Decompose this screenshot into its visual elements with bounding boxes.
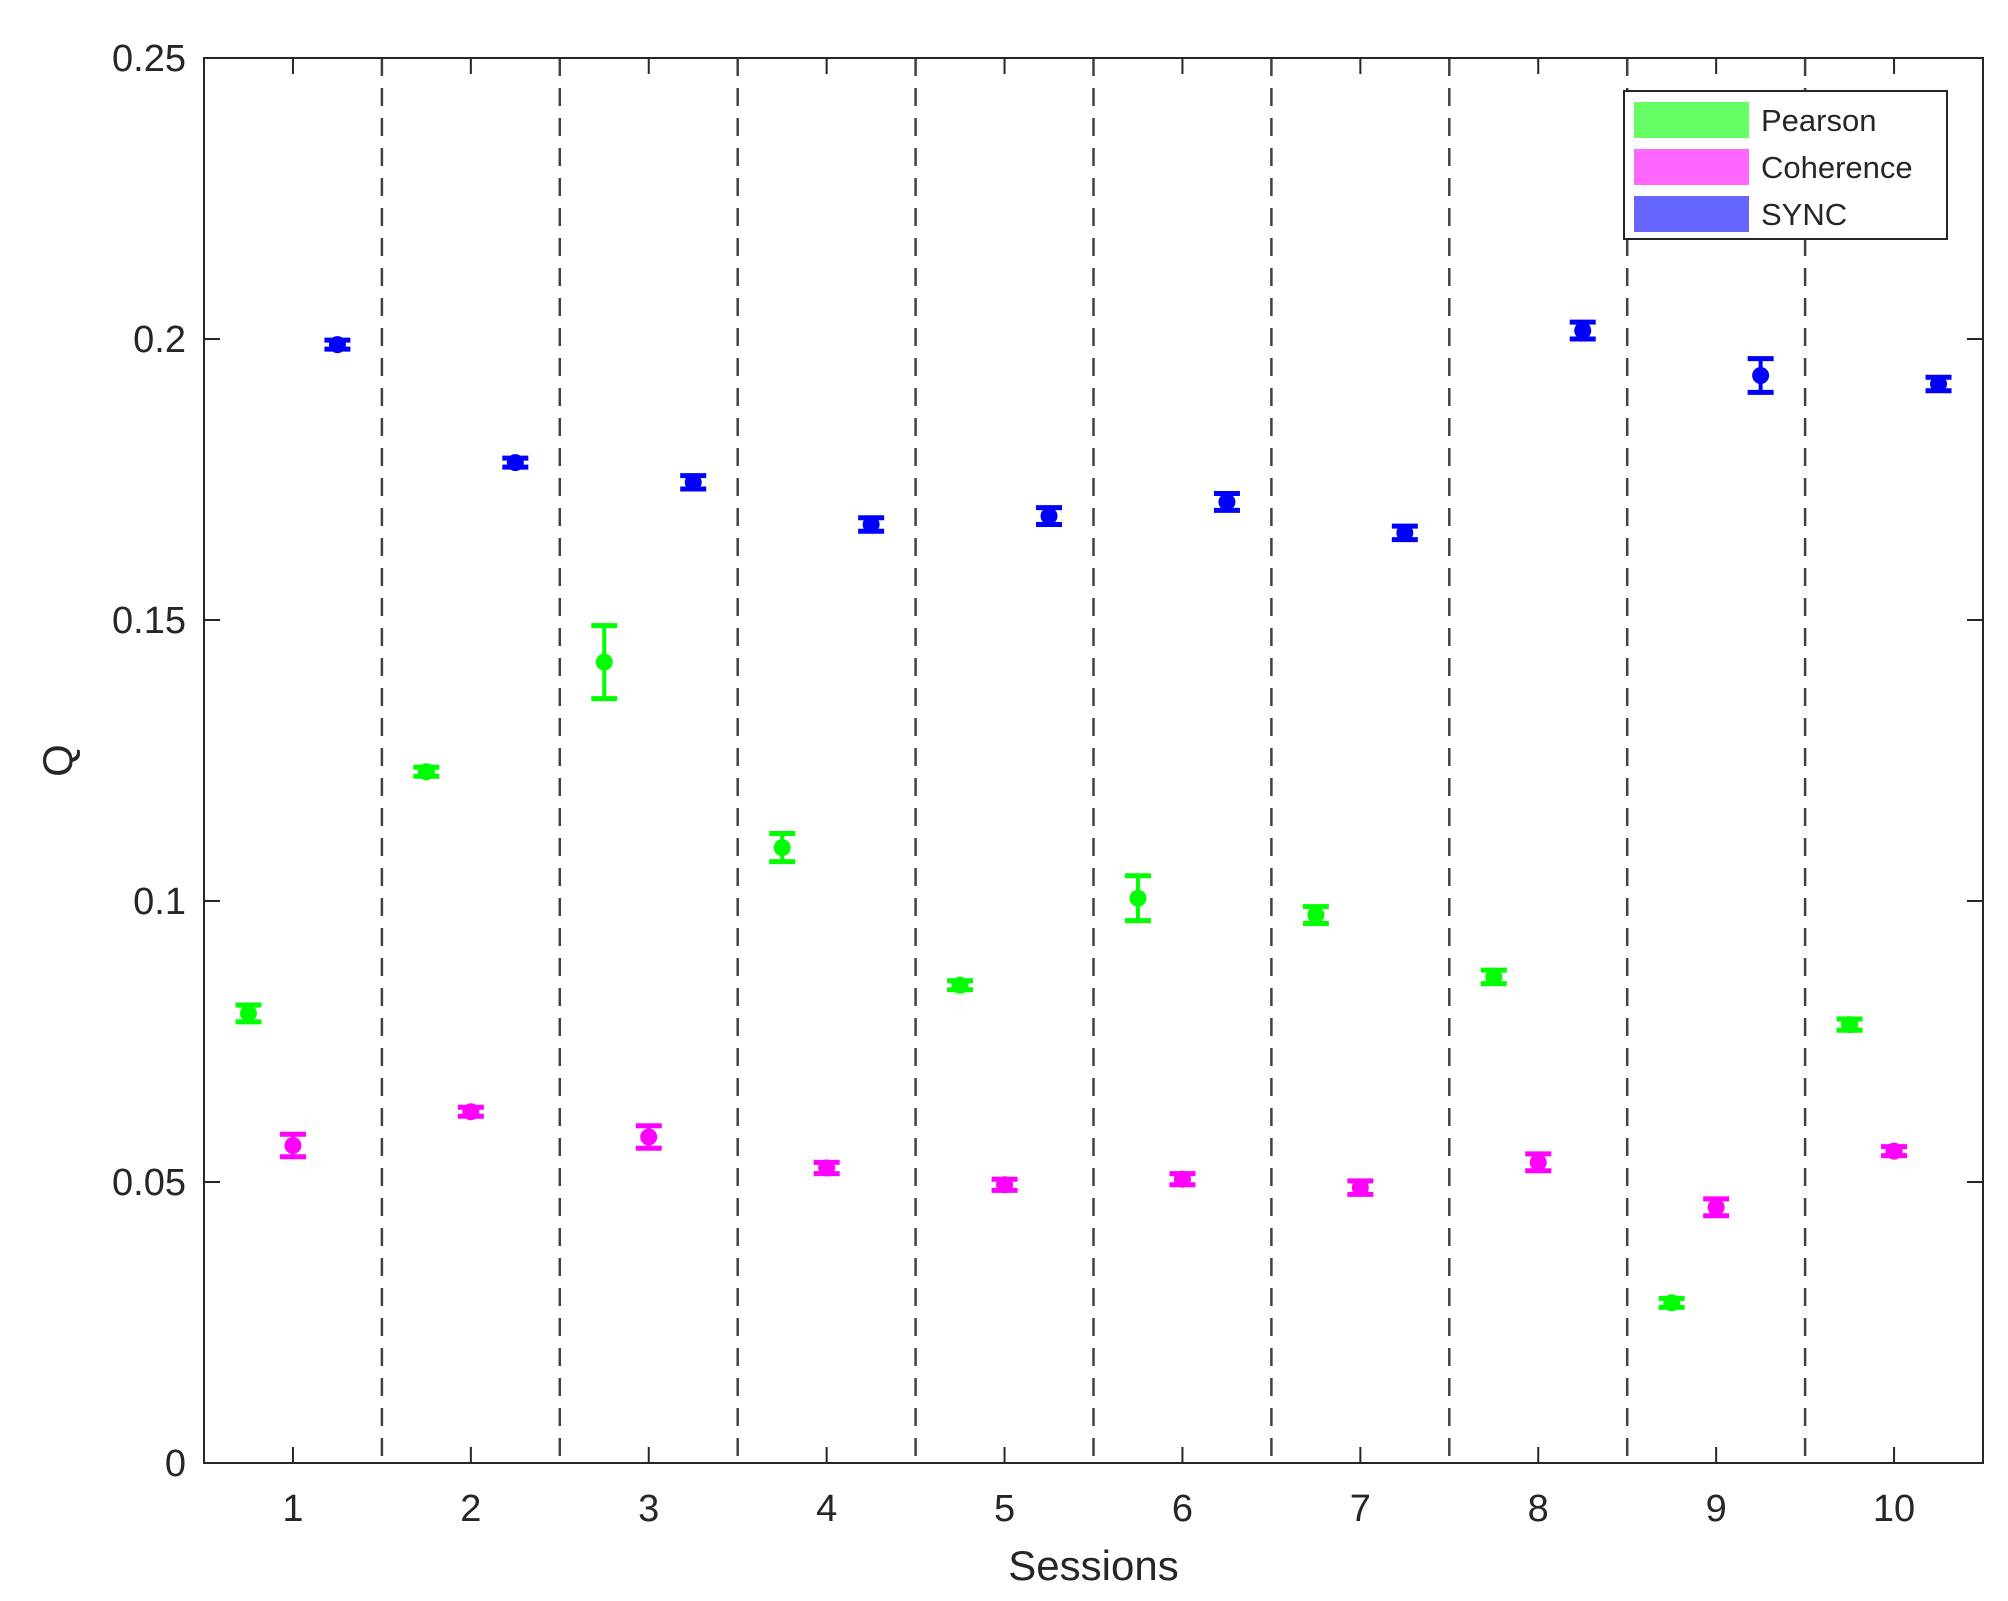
x-tick-label: 6 bbox=[1172, 1488, 1193, 1530]
pearson-point bbox=[1841, 1016, 1859, 1034]
legend-swatch bbox=[1634, 102, 1749, 138]
coherence-point bbox=[284, 1136, 302, 1154]
sync-point bbox=[1040, 507, 1058, 525]
coherence-point bbox=[1885, 1142, 1903, 1160]
coherence-point bbox=[640, 1128, 658, 1146]
x-tick-label: 3 bbox=[638, 1488, 659, 1530]
y-tick-label: 0.05 bbox=[112, 1162, 186, 1204]
pearson-point bbox=[951, 976, 969, 994]
legend-label: Coherence bbox=[1761, 150, 1913, 185]
sync-point bbox=[328, 336, 346, 354]
legend-label: SYNC bbox=[1761, 197, 1847, 232]
x-tick-label: 7 bbox=[1350, 1488, 1371, 1530]
sync-point bbox=[1396, 524, 1414, 542]
x-tick-label: 1 bbox=[282, 1488, 303, 1530]
pearson-point bbox=[1663, 1294, 1681, 1312]
legend-swatch bbox=[1634, 149, 1749, 185]
x-tick-label: 2 bbox=[460, 1488, 481, 1530]
y-tick-label: 0.15 bbox=[112, 600, 186, 642]
sync-point bbox=[1574, 322, 1592, 340]
sync-point bbox=[1930, 375, 1948, 393]
coherence-point bbox=[1707, 1198, 1725, 1216]
coherence-point bbox=[1173, 1170, 1191, 1188]
plot-frame bbox=[203, 57, 1984, 1464]
sync-point bbox=[1752, 367, 1770, 385]
coherence-point bbox=[1529, 1153, 1547, 1171]
x-tick-label: 4 bbox=[816, 1488, 837, 1530]
pearson-point bbox=[595, 653, 613, 671]
pearson-point bbox=[417, 763, 435, 781]
coherence-point bbox=[818, 1159, 836, 1177]
x-tick-label: 10 bbox=[1873, 1488, 1915, 1530]
x-tick-label: 5 bbox=[994, 1488, 1015, 1530]
x-axis-title: Sessions bbox=[1008, 1542, 1178, 1589]
coherence-point bbox=[996, 1176, 1014, 1194]
y-tick-label: 0.25 bbox=[112, 38, 186, 80]
y-axis-title: Q bbox=[34, 744, 81, 777]
coherence-point bbox=[1351, 1179, 1369, 1197]
y-tick-label: 0.1 bbox=[133, 881, 186, 923]
sync-point bbox=[1218, 493, 1236, 511]
pearson-point bbox=[1307, 906, 1325, 924]
pearson-point bbox=[239, 1004, 257, 1022]
legend-label: Pearson bbox=[1761, 103, 1876, 138]
pearson-point bbox=[773, 839, 791, 857]
y-tick-label: 0.2 bbox=[133, 319, 186, 361]
y-tick-label: 0 bbox=[165, 1443, 186, 1485]
pearson-point bbox=[1129, 889, 1147, 907]
legend-swatch bbox=[1634, 196, 1749, 232]
sync-point bbox=[862, 515, 880, 533]
x-tick-label: 8 bbox=[1528, 1488, 1549, 1530]
sync-point bbox=[684, 473, 702, 491]
sync-point bbox=[506, 454, 524, 472]
coherence-point bbox=[462, 1103, 480, 1121]
pearson-point bbox=[1485, 968, 1503, 986]
x-tick-label: 9 bbox=[1706, 1488, 1727, 1530]
